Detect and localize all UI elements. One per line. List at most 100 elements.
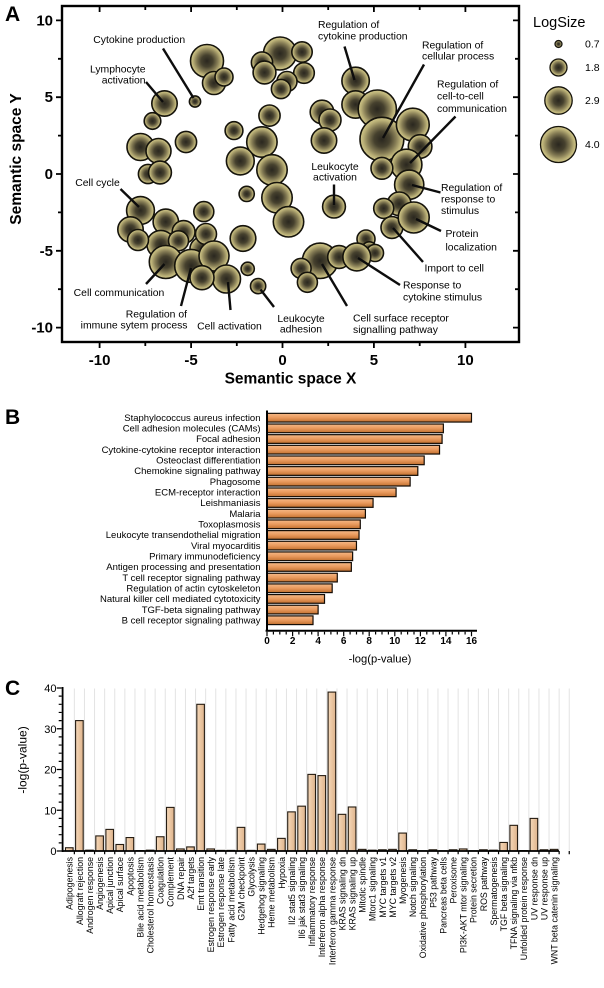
svg-text:cell-to-cell: cell-to-cell <box>437 91 484 102</box>
svg-text:Cholesterol homeostasis: Cholesterol homeostasis <box>146 856 156 953</box>
svg-text:10: 10 <box>457 352 474 369</box>
svg-text:UV response dn: UV response dn <box>529 857 539 920</box>
svg-text:MYC targets v1: MYC targets v1 <box>378 857 388 918</box>
svg-text:Antigen processing and present: Antigen processing and presentation <box>106 562 260 573</box>
svg-text:WNT beta catenin signaling: WNT beta catenin signaling <box>550 857 560 965</box>
svg-text:Leukocyte: Leukocyte <box>277 314 325 325</box>
svg-text:DNA repair: DNA repair <box>176 857 186 900</box>
svg-text:TGF-beta signaling pathway: TGF-beta signaling pathway <box>142 605 261 616</box>
svg-text:Notch signaling: Notch signaling <box>408 857 418 917</box>
svg-text:Cell activation: Cell activation <box>197 321 262 332</box>
svg-text:Myogenesis: Myogenesis <box>398 856 408 904</box>
svg-text:5: 5 <box>45 89 53 106</box>
svg-text:Leishmaniasis: Leishmaniasis <box>200 498 260 509</box>
svg-text:Leukocyte: Leukocyte <box>311 162 359 173</box>
svg-text:Protein secretion: Protein secretion <box>469 857 479 923</box>
svg-text:Regulation of: Regulation of <box>126 309 187 320</box>
svg-text:Cell surface receptor: Cell surface receptor <box>353 313 449 324</box>
svg-text:Cell cycle: Cell cycle <box>75 178 120 189</box>
svg-text:40: 40 <box>44 683 56 695</box>
svg-text:Hypoxia: Hypoxia <box>277 857 287 889</box>
svg-text:Complement: Complement <box>166 856 176 906</box>
svg-text:Coagulation: Coagulation <box>156 857 166 904</box>
svg-text:Cell adhesion molecules (CAMs): Cell adhesion molecules (CAMs) <box>123 424 261 435</box>
svg-text:4: 4 <box>315 636 321 647</box>
svg-text:Estrogen response late: Estrogen response late <box>216 857 226 948</box>
svg-text:14: 14 <box>440 636 452 647</box>
svg-text:Lymphocyte: Lymphocyte <box>90 64 146 75</box>
svg-text:Apical junction: Apical junction <box>105 857 115 914</box>
svg-text:2: 2 <box>290 636 296 647</box>
svg-text:30: 30 <box>44 724 56 736</box>
svg-text:Regulation of actin cytoskelet: Regulation of actin cytoskeleton <box>126 583 260 594</box>
svg-text:Focal adhesion: Focal adhesion <box>196 434 260 445</box>
svg-text:Bile acid metabolism: Bile acid metabolism <box>135 857 145 938</box>
svg-text:response to: response to <box>441 195 496 206</box>
svg-text:Leukocyte transendothelial mig: Leukocyte transendothelial migration <box>106 530 261 541</box>
svg-text:Primary immunodeficiency: Primary immunodeficiency <box>149 551 261 562</box>
svg-text:Chemokine signaling pathway: Chemokine signaling pathway <box>134 466 260 477</box>
svg-text:0: 0 <box>278 352 286 369</box>
svg-text:-5: -5 <box>40 243 53 260</box>
svg-text:5: 5 <box>370 352 378 369</box>
svg-text:Oxidative phosphorylation: Oxidative phosphorylation <box>418 857 428 958</box>
svg-text:Angiogenesis: Angiogenesis <box>95 856 105 909</box>
svg-text:Pancreas beta cells: Pancreas beta cells <box>438 856 448 933</box>
svg-text:cytokine production: cytokine production <box>318 32 408 43</box>
svg-text:Fatty acid metabolism: Fatty acid metabolism <box>226 857 236 943</box>
svg-text:C: C <box>5 677 20 700</box>
svg-text:Interferon alpha response: Interferon alpha response <box>317 857 327 957</box>
svg-text:Il6 jak stat3 signaling: Il6 jak stat3 signaling <box>297 857 307 939</box>
svg-text:activation: activation <box>313 172 357 183</box>
svg-text:activation: activation <box>102 75 146 86</box>
svg-text:cytokine stimulus: cytokine stimulus <box>403 292 482 303</box>
svg-text:0: 0 <box>264 636 270 647</box>
svg-text:-10: -10 <box>31 320 53 337</box>
svg-text:2.9: 2.9 <box>585 95 600 107</box>
svg-text:Hedgehog signaling: Hedgehog signaling <box>257 857 267 935</box>
svg-text:Apical surface: Apical surface <box>115 857 125 912</box>
svg-text:Viral myocarditis: Viral myocarditis <box>191 541 261 552</box>
svg-text:-log(p-value): -log(p-value) <box>16 726 30 793</box>
svg-text:Spermatogenesis: Spermatogenesis <box>489 856 499 925</box>
svg-text:G2M checkpoint: G2M checkpoint <box>236 856 246 920</box>
svg-text:1.8: 1.8 <box>585 62 600 74</box>
svg-text:-5: -5 <box>184 352 197 369</box>
svg-text:cellular process: cellular process <box>422 51 494 62</box>
svg-text:Estrogen response early: Estrogen response early <box>206 856 216 952</box>
svg-text:Cytokine production: Cytokine production <box>93 35 185 46</box>
svg-text:Regulation of: Regulation of <box>318 20 379 31</box>
svg-text:12: 12 <box>415 636 427 647</box>
svg-text:adhesion: adhesion <box>280 324 322 335</box>
svg-text:Regulation of: Regulation of <box>422 40 483 51</box>
svg-text:KRAS signaling up: KRAS signaling up <box>348 857 358 930</box>
svg-text:localization: localization <box>446 243 498 254</box>
svg-text:Staphylococcus aureus infectio: Staphylococcus aureus infection <box>124 413 260 424</box>
svg-text:Osteoclast differentiation: Osteoclast differentiation <box>156 456 260 467</box>
svg-text:-10: -10 <box>89 352 111 369</box>
svg-text:0: 0 <box>45 166 53 183</box>
svg-text:Phagosome: Phagosome <box>210 477 261 488</box>
svg-text:Semantic space X: Semantic space X <box>225 371 357 388</box>
svg-text:Heme metabolism: Heme metabolism <box>267 857 277 928</box>
svg-text:Mtorc1 signaling: Mtorc1 signaling <box>368 857 378 921</box>
svg-text:PI3K-AKT mtor signaling: PI3K-AKT mtor signaling <box>459 857 469 953</box>
svg-text:Natural killer cell mediated c: Natural killer cell mediated cytotoxicit… <box>100 594 261 605</box>
svg-text:A2f targets: A2f targets <box>186 856 196 899</box>
svg-text:signalling pathway: signalling pathway <box>353 325 439 336</box>
svg-text:Glycolysis: Glycolysis <box>247 856 257 896</box>
svg-text:0.7: 0.7 <box>585 39 600 51</box>
svg-text:KRAS signaling dn: KRAS signaling dn <box>337 857 347 930</box>
svg-text:Peroxisome: Peroxisome <box>449 857 459 904</box>
svg-text:B: B <box>5 406 20 429</box>
svg-text:Cytokine-cytokine receptor int: Cytokine-cytokine receptor interaction <box>102 445 261 456</box>
svg-text:Regulation of: Regulation of <box>441 183 502 194</box>
svg-text:LogSize: LogSize <box>533 15 585 31</box>
svg-text:T cell receptor signaling path: T cell receptor signaling pathway <box>122 573 260 584</box>
svg-text:Regulation of: Regulation of <box>437 79 498 90</box>
svg-text:Androgen response: Androgen response <box>85 857 95 934</box>
svg-text:Il2 stat5 signaling: Il2 stat5 signaling <box>287 857 297 925</box>
svg-text:A: A <box>5 3 20 26</box>
svg-text:Cell communication: Cell communication <box>74 288 165 299</box>
svg-text:MYC targets v2: MYC targets v2 <box>388 857 398 918</box>
